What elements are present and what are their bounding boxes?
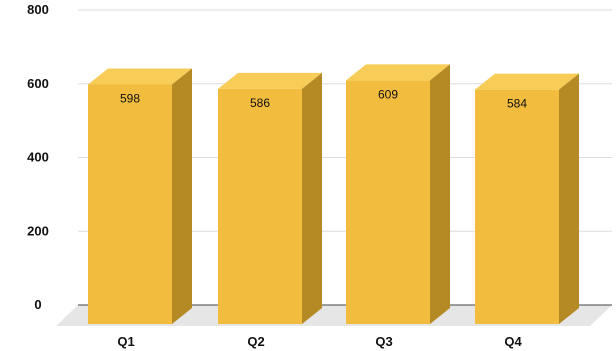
bar-top-face [475,73,579,90]
chart-floor [56,305,612,326]
chart-bars [88,64,579,325]
data-label: 609 [378,87,398,101]
bar-q1 [88,68,192,324]
x-category-label: Q2 [247,334,264,349]
bar-q2 [218,72,322,324]
data-label: 586 [250,96,270,110]
bar-q4 [475,73,579,325]
bar-side-face [302,72,322,324]
y-tick-label: 600 [27,76,49,91]
y-tick-label: 0 [34,297,41,312]
data-label: 584 [507,97,527,111]
x-axis-category-labels: Q1 Q2 Q3 Q4 [117,334,522,349]
bar-top-face [218,72,322,89]
bar-side-face [172,68,192,324]
x-category-label: Q3 [375,334,392,349]
bar-front-face [218,88,302,324]
y-tick-label: 400 [27,150,49,165]
bar-front-face [346,80,430,325]
bar-q3 [346,64,450,325]
chart-data-labels: 598 586 609 584 [120,87,527,110]
x-category-label: Q1 [117,334,134,349]
data-label: 598 [120,91,140,105]
y-tick-label: 200 [27,223,49,238]
bar-front-face [475,89,559,325]
y-tick-label: 800 [27,2,49,17]
bar-top-face [346,64,450,81]
y-axis-tick-labels: 0 200 400 600 800 [27,2,49,312]
bar-side-face [559,73,579,325]
x-category-label: Q4 [504,334,522,349]
bar-top-face [88,68,192,85]
bar-front-face [88,84,172,324]
bar-side-face [430,64,450,325]
